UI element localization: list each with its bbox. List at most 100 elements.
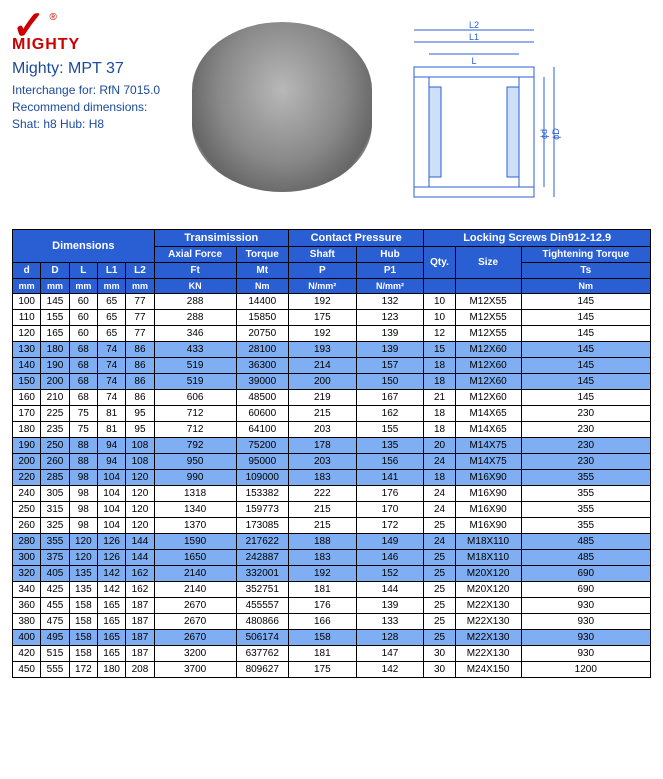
cell-Mt: 455557 xyxy=(236,598,288,614)
cell-L2: 120 xyxy=(126,518,154,534)
hdr-torque: Torque xyxy=(236,247,288,263)
dimension-diagram: L2 L1 L ϕD ϕd xyxy=(384,12,651,217)
cell-L1: 74 xyxy=(97,358,125,374)
cell-D: 155 xyxy=(41,310,69,326)
cell-Qty: 18 xyxy=(424,422,455,438)
cell-D: 455 xyxy=(41,598,69,614)
cell-Ts: 230 xyxy=(521,406,650,422)
cell-L2: 187 xyxy=(126,646,154,662)
cell-Ft: 712 xyxy=(154,406,236,422)
cell-L1: 74 xyxy=(97,374,125,390)
table-row: 26032598104120137017308521517225M16X9035… xyxy=(13,518,651,534)
table-row: 1702257581957126060021516218M14X65230 xyxy=(13,406,651,422)
cell-d: 320 xyxy=(13,566,41,582)
table-row: 1502006874865193900020015018M12X60145 xyxy=(13,374,651,390)
cell-D: 145 xyxy=(41,294,69,310)
hdr-contact-pressure: Contact Pressure xyxy=(288,230,423,247)
cell-Ts: 145 xyxy=(521,326,650,342)
cell-P: 200 xyxy=(288,374,356,390)
cell-P1: 170 xyxy=(356,502,424,518)
cell-P: 181 xyxy=(288,582,356,598)
cell-P1: 155 xyxy=(356,422,424,438)
table-row: 400495158165187267050617415812825M22X130… xyxy=(13,630,651,646)
cell-Ft: 950 xyxy=(154,454,236,470)
cell-d: 340 xyxy=(13,582,41,598)
u-Ft: KN xyxy=(154,279,236,294)
table-row: 380475158165187267048086616613325M22X130… xyxy=(13,614,651,630)
meta-l3: Shat: h8 Hub: H8 xyxy=(12,116,160,133)
cell-L2: 120 xyxy=(126,502,154,518)
cell-Mt: 159773 xyxy=(236,502,288,518)
cell-Ts: 355 xyxy=(521,518,650,534)
cell-Ft: 2670 xyxy=(154,614,236,630)
cell-Size: M22X130 xyxy=(455,646,521,662)
cell-Mt: 20750 xyxy=(236,326,288,342)
cell-L1: 165 xyxy=(97,614,125,630)
cell-P: 175 xyxy=(288,662,356,678)
cell-D: 260 xyxy=(41,454,69,470)
cell-Size: M20X120 xyxy=(455,582,521,598)
cell-L: 98 xyxy=(69,518,97,534)
table-row: 1201656065773462075019213912M12X55145 xyxy=(13,326,651,342)
cell-Ts: 145 xyxy=(521,294,650,310)
cell-L: 158 xyxy=(69,598,97,614)
cell-L2: 187 xyxy=(126,630,154,646)
cell-Qty: 24 xyxy=(424,486,455,502)
cell-L2: 108 xyxy=(126,454,154,470)
hdr-L2: L2 xyxy=(126,263,154,279)
u-qty xyxy=(424,279,455,294)
cell-P: 192 xyxy=(288,294,356,310)
cell-Ts: 145 xyxy=(521,358,650,374)
cell-P: 215 xyxy=(288,406,356,422)
cell-d: 250 xyxy=(13,502,41,518)
header-section: ✓ ® MIGHTY Mighty: MPT 37 Interchange fo… xyxy=(12,12,651,217)
cell-P1: 139 xyxy=(356,342,424,358)
cell-Ft: 519 xyxy=(154,358,236,374)
cell-P1: 141 xyxy=(356,470,424,486)
cell-L: 158 xyxy=(69,614,97,630)
cell-D: 210 xyxy=(41,390,69,406)
cell-L2: 144 xyxy=(126,550,154,566)
cell-d: 110 xyxy=(13,310,41,326)
cell-D: 555 xyxy=(41,662,69,678)
reg-mark: ® xyxy=(50,12,57,23)
cell-D: 315 xyxy=(41,502,69,518)
cell-L1: 74 xyxy=(97,342,125,358)
cell-D: 495 xyxy=(41,630,69,646)
cell-D: 285 xyxy=(41,470,69,486)
cell-Ft: 288 xyxy=(154,310,236,326)
cell-L2: 162 xyxy=(126,582,154,598)
cell-Mt: 637762 xyxy=(236,646,288,662)
hdr-Ft: Ft xyxy=(154,263,236,279)
cell-D: 165 xyxy=(41,326,69,342)
cell-D: 475 xyxy=(41,614,69,630)
cell-Ts: 485 xyxy=(521,534,650,550)
table-row: 300375120126144165024288718314625M18X110… xyxy=(13,550,651,566)
cell-L1: 142 xyxy=(97,566,125,582)
cell-P: 176 xyxy=(288,598,356,614)
cell-L1: 65 xyxy=(97,310,125,326)
cell-d: 160 xyxy=(13,390,41,406)
cell-L1: 74 xyxy=(97,390,125,406)
cell-Qty: 15 xyxy=(424,342,455,358)
cell-L1: 81 xyxy=(97,406,125,422)
cell-L2: 77 xyxy=(126,326,154,342)
hdr-D: D xyxy=(41,263,69,279)
cell-Size: M22X130 xyxy=(455,614,521,630)
cell-Size: M14X75 xyxy=(455,454,521,470)
cell-D: 375 xyxy=(41,550,69,566)
cell-P: 203 xyxy=(288,422,356,438)
diagram-L2: L2 xyxy=(469,20,479,30)
cell-L: 60 xyxy=(69,326,97,342)
cell-Size: M12X60 xyxy=(455,374,521,390)
cell-Mt: 809627 xyxy=(236,662,288,678)
cell-d: 400 xyxy=(13,630,41,646)
cell-L1: 65 xyxy=(97,326,125,342)
cell-D: 235 xyxy=(41,422,69,438)
cell-L2: 77 xyxy=(126,310,154,326)
cell-Size: M14X75 xyxy=(455,438,521,454)
u-P1: N/mm² xyxy=(356,279,424,294)
cell-Ts: 355 xyxy=(521,470,650,486)
cell-d: 360 xyxy=(13,598,41,614)
cell-Mt: 39000 xyxy=(236,374,288,390)
